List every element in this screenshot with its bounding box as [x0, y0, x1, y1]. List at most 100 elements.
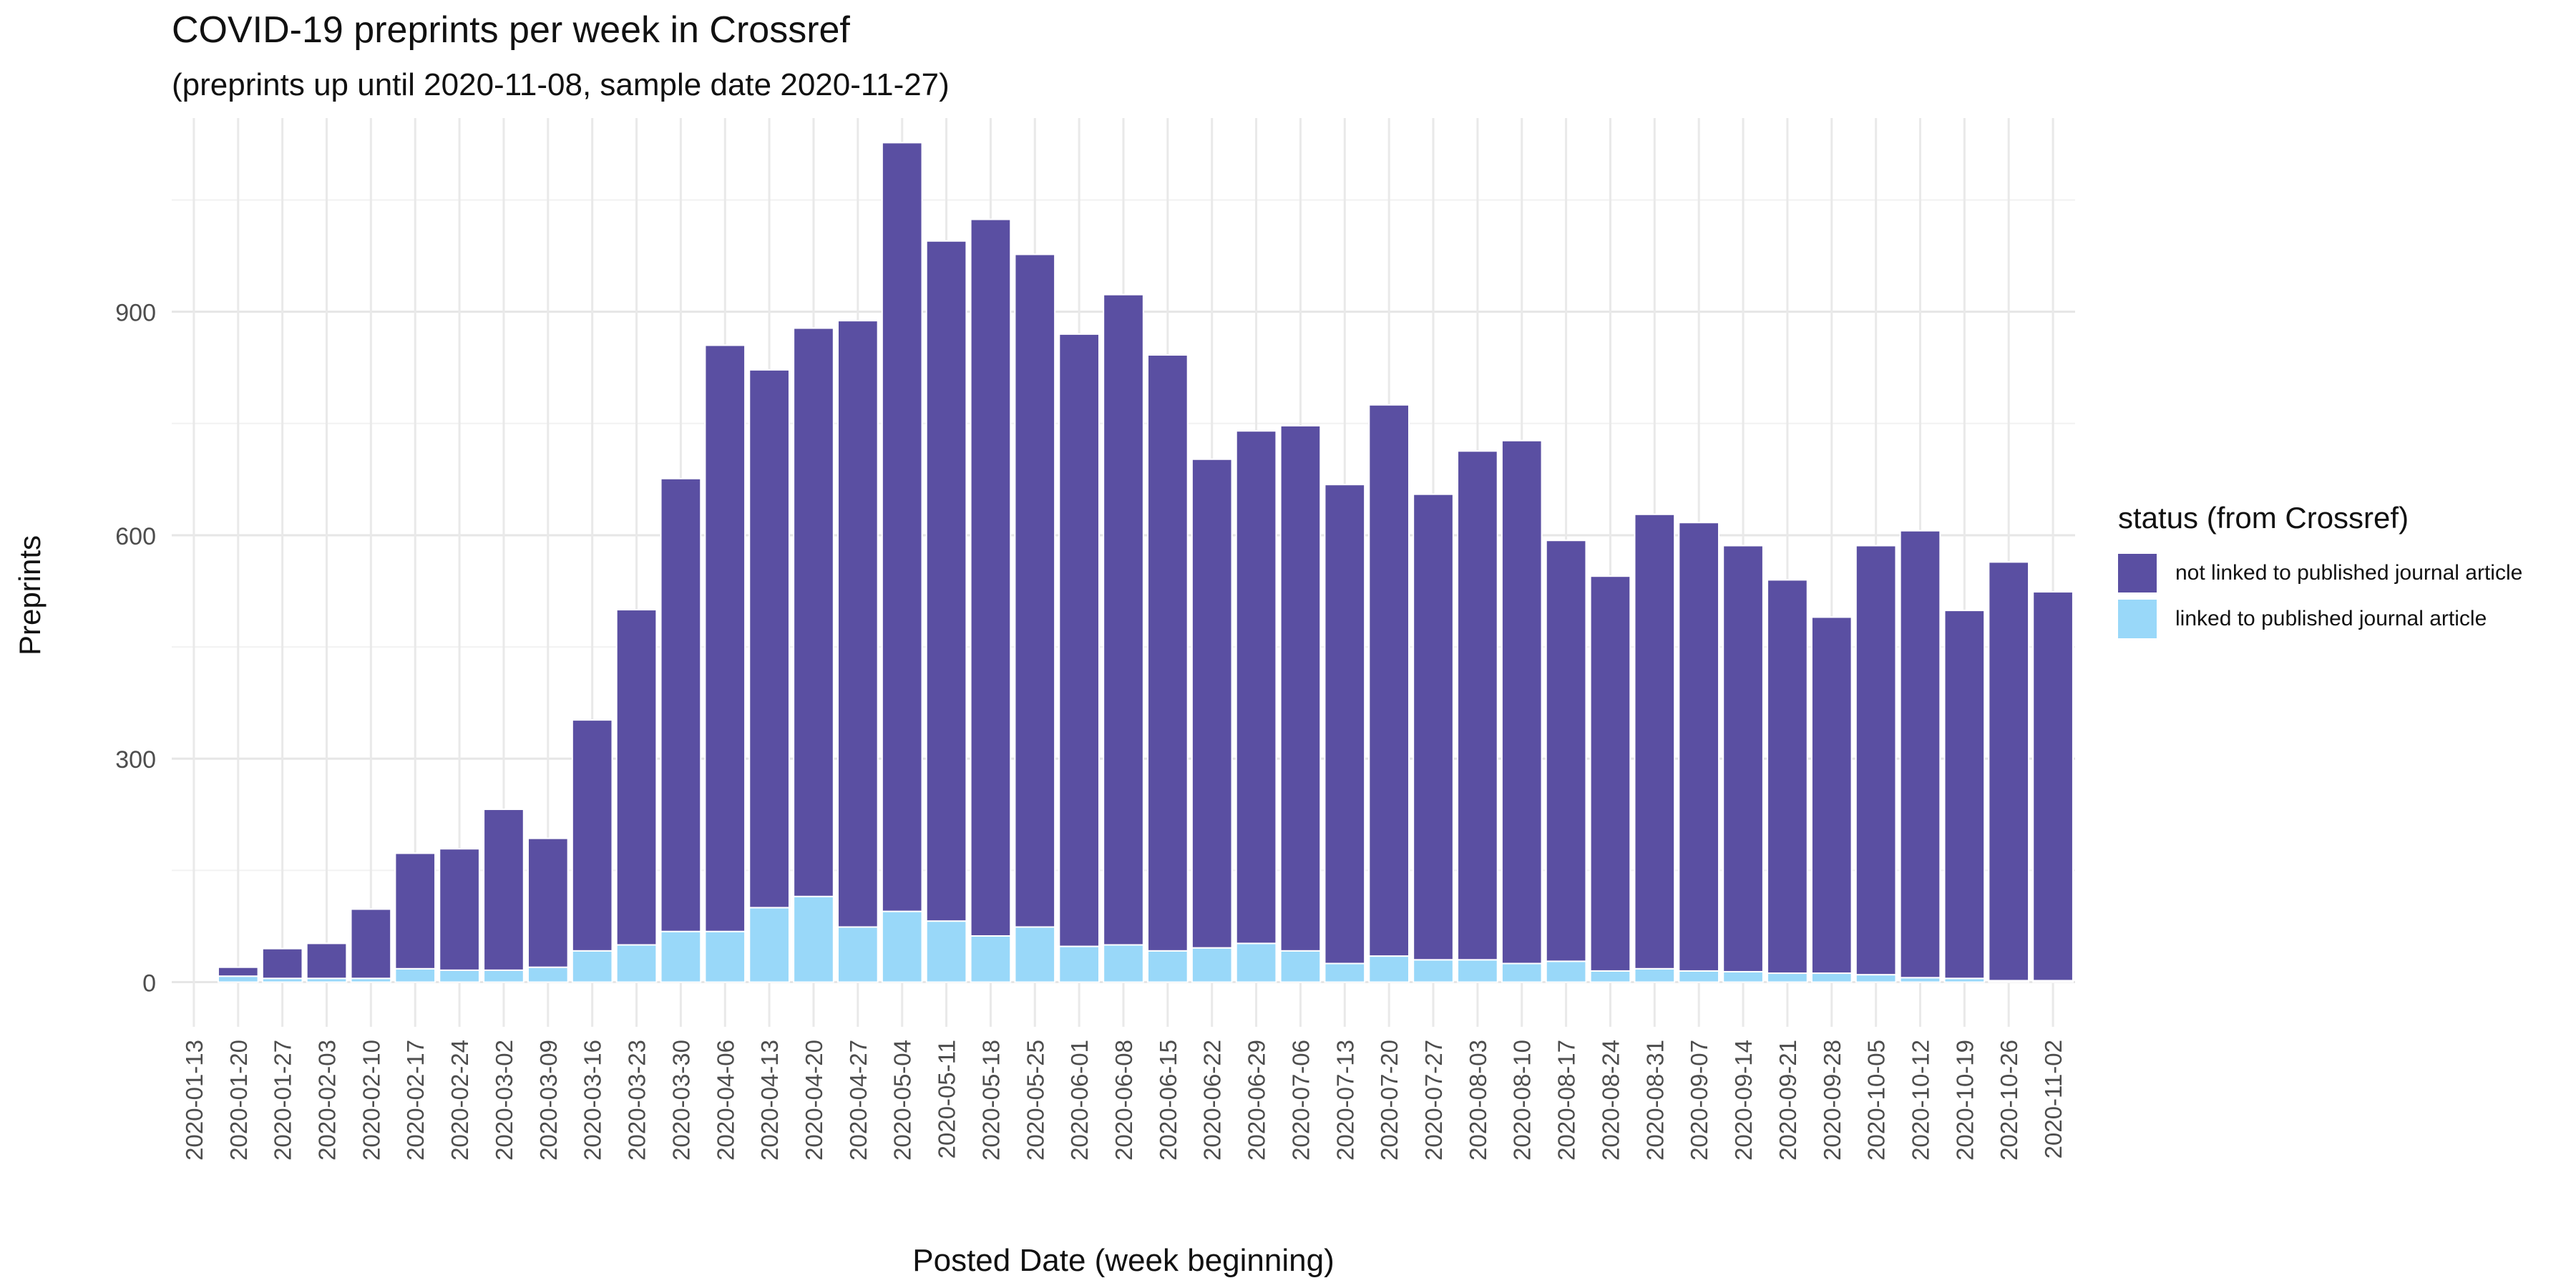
x-tick-label: 2020-08-17	[1553, 1040, 1580, 1161]
x-tick-label: 2020-01-13	[181, 1040, 208, 1161]
legend: status (from Crossref) not linked to pub…	[2118, 501, 2522, 643]
bar-linked	[615, 944, 658, 983]
bar-not-linked	[2032, 591, 2074, 982]
x-tick-label: 2020-05-11	[934, 1040, 960, 1158]
x-tick-label: 2020-07-06	[1287, 1040, 1314, 1161]
bar-not-linked	[306, 942, 348, 980]
x-tick-label: 2020-09-21	[1775, 1040, 1801, 1161]
bar-not-linked	[1899, 530, 1941, 979]
bar-not-linked	[1943, 610, 1986, 980]
chart-title: COVID-19 preprints per week in Crossref	[172, 9, 850, 51]
bar-linked	[394, 967, 436, 983]
bar-not-linked	[970, 218, 1012, 937]
bar-not-linked	[483, 809, 525, 971]
bar-not-linked	[1191, 458, 1233, 949]
bar-linked	[1191, 947, 1233, 983]
bar-not-linked	[748, 369, 790, 909]
bar-linked	[1589, 970, 1631, 983]
bar-linked	[439, 969, 480, 983]
x-tick-label: 2020-06-22	[1199, 1040, 1226, 1161]
bar-not-linked	[1279, 424, 1322, 952]
bar-linked	[837, 926, 879, 983]
bar-not-linked	[1413, 493, 1454, 961]
bar-linked	[1810, 972, 1853, 983]
bar-linked	[1722, 970, 1764, 983]
bar-not-linked	[1634, 513, 1676, 970]
bar-not-linked	[527, 837, 569, 968]
bar-not-linked	[1368, 404, 1410, 957]
bar-not-linked	[615, 609, 658, 946]
x-tick-label: 2020-03-02	[491, 1040, 517, 1161]
bar-not-linked	[1058, 333, 1100, 947]
x-tick-label: 2020-01-27	[270, 1040, 296, 1161]
x-tick-label: 2020-06-01	[1066, 1040, 1093, 1161]
x-tick-label: 2020-10-05	[1863, 1040, 1890, 1161]
bar-not-linked	[1678, 522, 1720, 972]
bar-not-linked	[793, 327, 834, 897]
bar-not-linked	[439, 848, 480, 971]
chart-subtitle: (preprints up until 2020-11-08, sample d…	[172, 67, 950, 102]
x-tick-label: 2020-02-24	[447, 1040, 473, 1161]
bar-not-linked	[1014, 253, 1056, 928]
x-tick-label: 2020-09-07	[1686, 1040, 1712, 1161]
x-tick-label: 2020-07-20	[1376, 1040, 1402, 1161]
bar-not-linked	[1545, 540, 1587, 962]
bar-not-linked	[1767, 579, 1808, 975]
bar-not-linked	[1147, 354, 1189, 952]
bar-linked	[1279, 950, 1322, 983]
x-tick-label: 2020-02-10	[358, 1040, 384, 1161]
legend-title: status (from Crossref)	[2118, 501, 2409, 535]
bar-not-linked	[350, 908, 392, 980]
x-tick-label: 2020-05-25	[1022, 1040, 1048, 1161]
bar-linked	[1855, 974, 1897, 983]
x-tick-label: 2020-10-26	[1996, 1040, 2022, 1161]
bar-not-linked	[837, 320, 879, 928]
bar-linked	[217, 975, 259, 983]
bar-linked	[748, 907, 790, 983]
legend-label-not-linked: not linked to published journal article	[2175, 561, 2523, 585]
bar-not-linked	[1988, 561, 2030, 982]
x-tick-label: 2020-08-24	[1597, 1040, 1624, 1161]
x-tick-label: 2020-05-18	[977, 1040, 1004, 1161]
bar-linked	[704, 930, 746, 983]
bar-linked	[1501, 962, 1543, 983]
x-tick-label: 2020-05-04	[889, 1040, 916, 1161]
bar-not-linked	[261, 947, 303, 980]
bar-linked	[1678, 970, 1720, 983]
x-tick-label: 2020-04-27	[845, 1040, 872, 1161]
legend-item-not-linked: not linked to published journal article	[2118, 551, 2522, 595]
x-tick-label: 2020-06-08	[1111, 1040, 1137, 1161]
bar-linked	[925, 920, 967, 983]
bar-not-linked	[1589, 575, 1631, 972]
y-tick-label: 0	[142, 970, 156, 997]
bar-linked	[1103, 944, 1144, 983]
legend-swatch-not-linked	[2118, 554, 2157, 592]
x-tick-label: 2020-01-20	[225, 1040, 252, 1161]
bar-linked	[1767, 972, 1808, 983]
x-tick-label: 2020-04-06	[712, 1040, 738, 1161]
bar-not-linked	[881, 142, 923, 912]
bar-linked	[1545, 960, 1587, 983]
bar-linked	[1324, 962, 1366, 983]
bar-linked	[571, 950, 613, 983]
x-tick-label: 2020-03-23	[624, 1040, 650, 1161]
y-tick-label: 300	[115, 746, 156, 774]
bar-linked	[1235, 942, 1277, 983]
x-tick-label: 2020-04-20	[801, 1040, 827, 1161]
bar-not-linked	[1810, 616, 1853, 975]
x-tick-label: 2020-04-13	[756, 1040, 783, 1161]
bar-linked	[793, 895, 834, 983]
x-tick-label: 2020-07-13	[1332, 1040, 1358, 1161]
bar-linked	[1413, 959, 1454, 983]
x-tick-label: 2020-03-30	[668, 1040, 694, 1161]
legend-label-linked: linked to published journal article	[2175, 607, 2487, 630]
bar-linked	[881, 910, 923, 983]
y-tick-label: 900	[115, 300, 156, 327]
bar-linked	[1634, 967, 1676, 983]
bar-linked	[483, 969, 525, 983]
bar-linked	[1058, 945, 1100, 983]
bar-not-linked	[571, 719, 613, 952]
bars	[217, 142, 2074, 983]
bar-not-linked	[394, 852, 436, 970]
